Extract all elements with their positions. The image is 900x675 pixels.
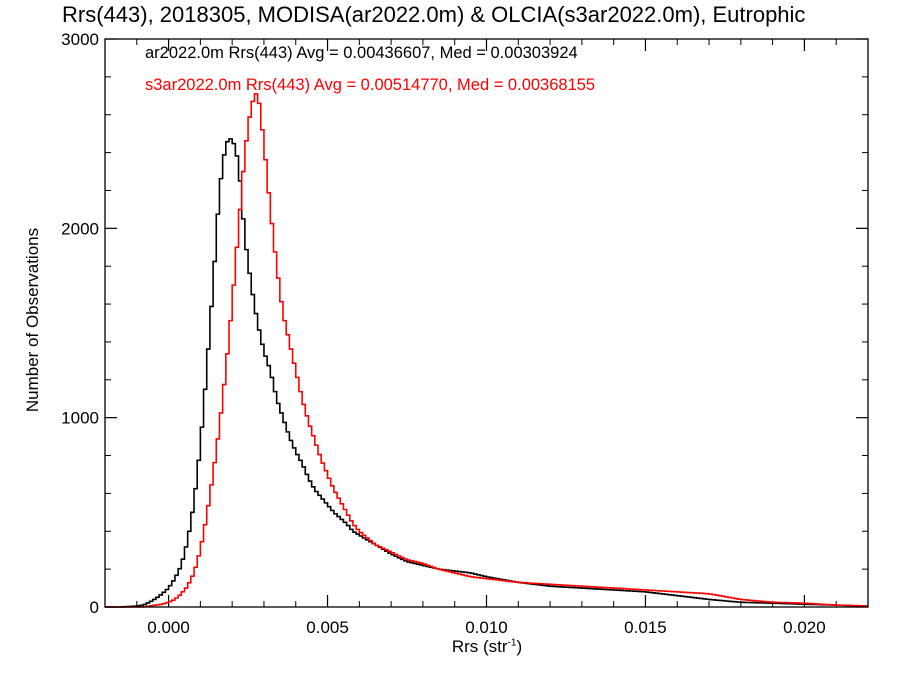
x-tick-label: 0.010 (465, 618, 508, 637)
y-tick-label: 1000 (61, 409, 99, 428)
y-axis-label: Number of Observations (23, 227, 42, 413)
annotation-black: ar2022.0m Rrs(443) Avg = 0.00436607, Med… (145, 44, 578, 62)
x-axis-label-text: Rrs (str (451, 637, 508, 656)
tick-labels: 0.000 0.005 0.010 0.015 0.020 0 1000 2000 3000 (61, 30, 826, 637)
x-tick-label: 0.000 (147, 618, 190, 637)
x-tick-label: 0.020 (783, 618, 826, 637)
annotation-red: s3ar2022.0m Rrs(443) Avg = 0.00514770, M… (145, 76, 596, 94)
series-line-1 (105, 93, 868, 608)
plot-frame (104, 38, 869, 608)
x-axis-label-close: ) (516, 637, 523, 656)
x-tick-label: 0.015 (624, 618, 667, 637)
series-line-0 (105, 138, 868, 608)
x-axis-label: Rrs (str-1) (452, 637, 522, 657)
chart-title: Rrs(443), 2018305, MODISA(ar2022.0m) & O… (62, 2, 806, 27)
series-group (105, 93, 868, 608)
axis-ticks (105, 38, 868, 608)
y-tick-label: 2000 (61, 219, 99, 238)
x-axis-label-sup: -1 (507, 637, 517, 649)
x-tick-label: 0.005 (306, 618, 349, 637)
y-tick-label: 0 (90, 598, 99, 617)
y-tick-label: 3000 (61, 30, 99, 49)
